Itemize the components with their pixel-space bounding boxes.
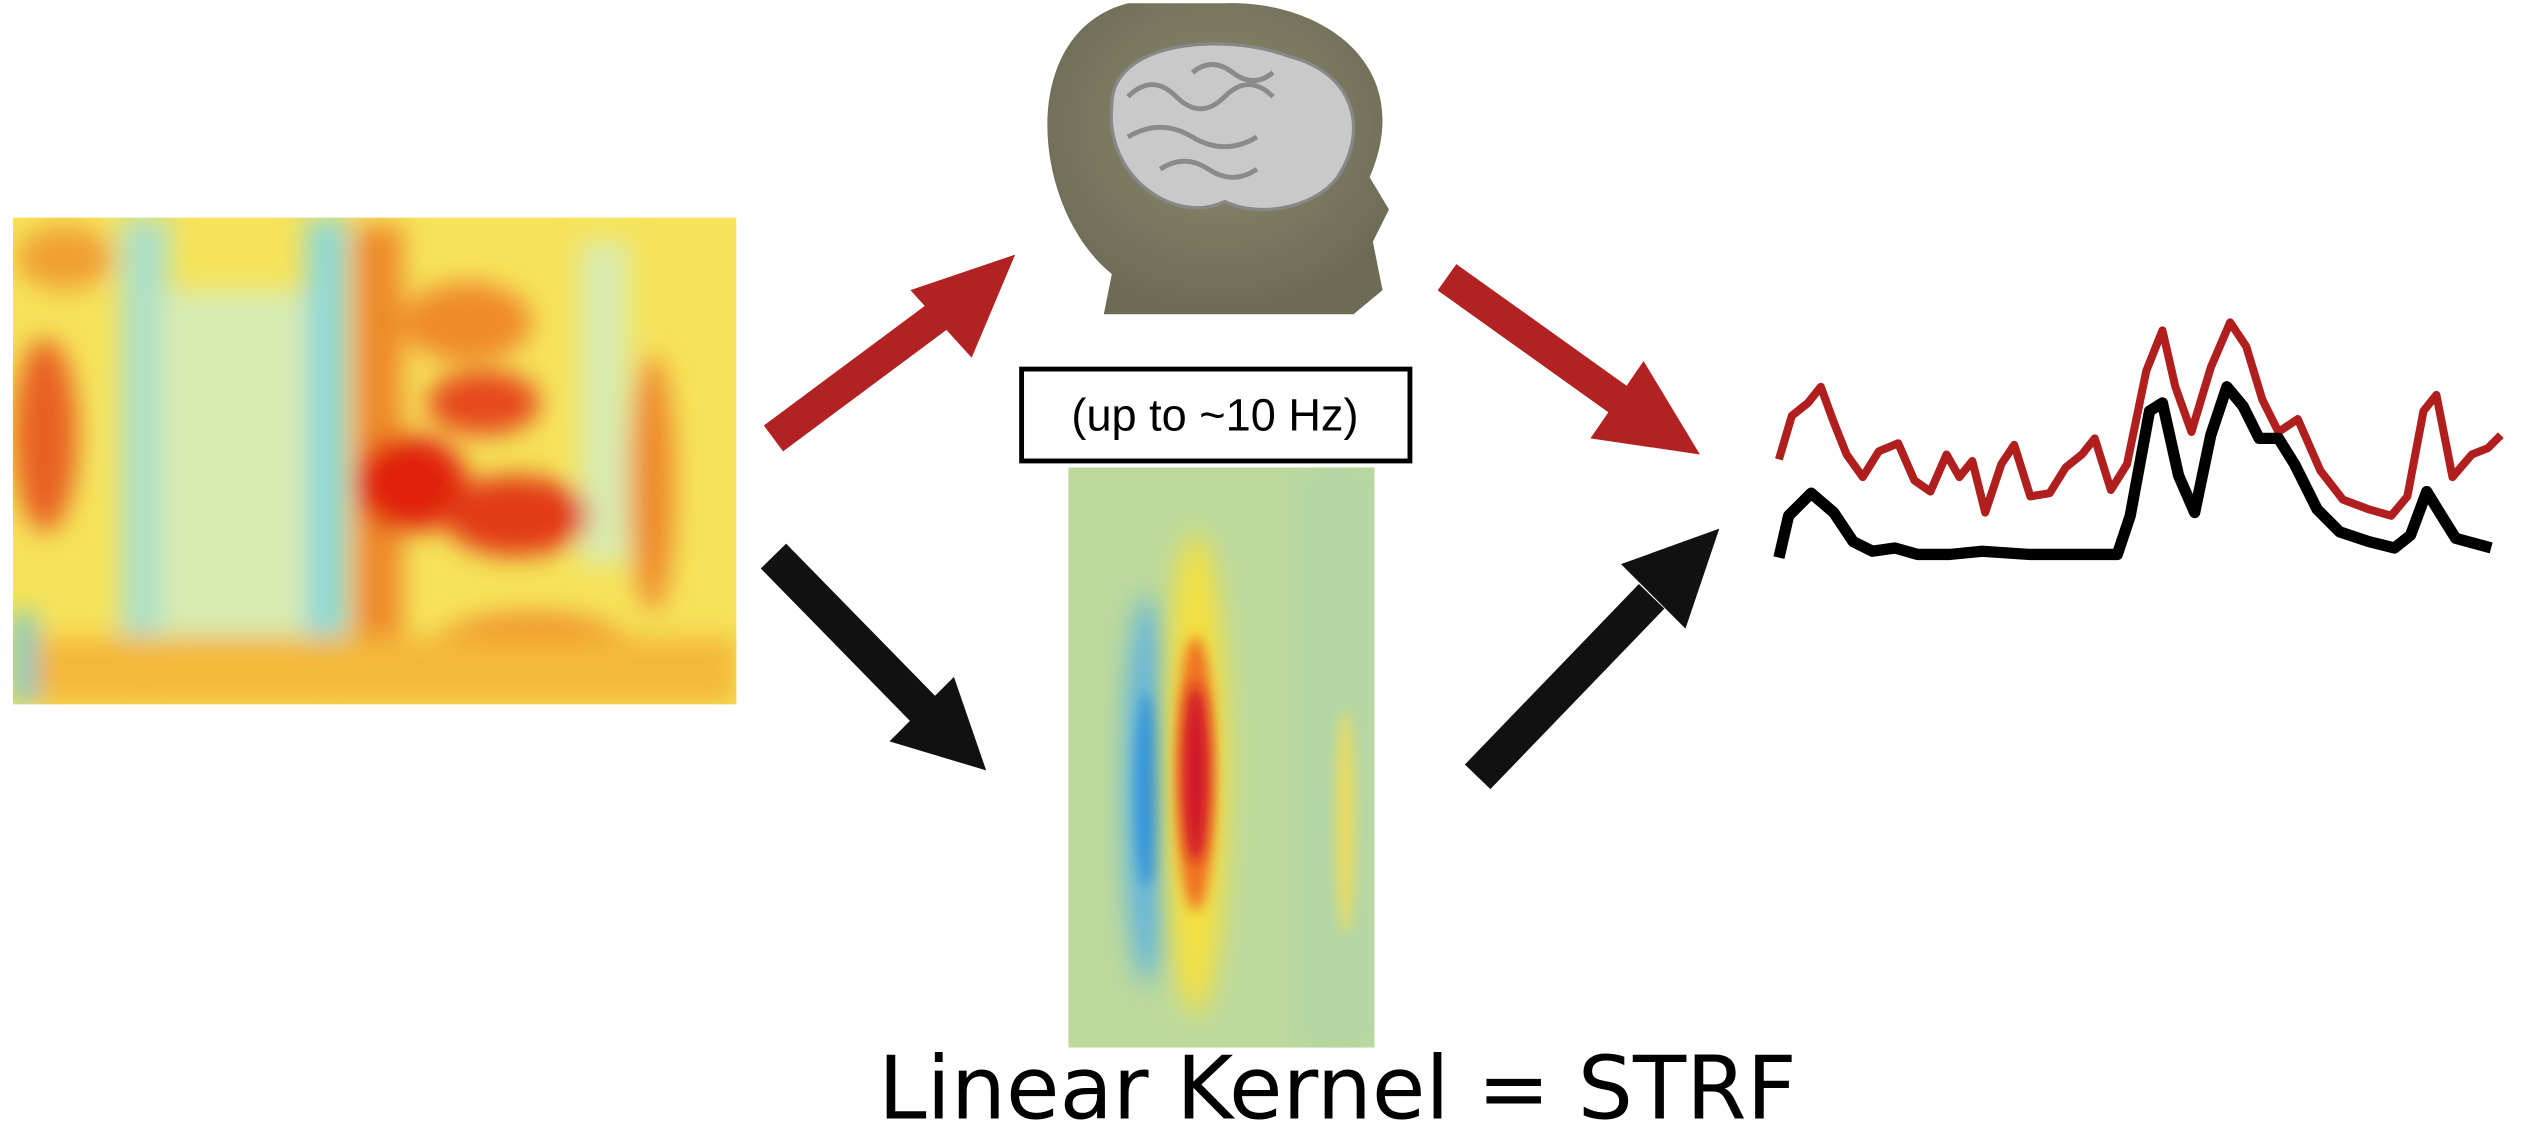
body: {"labels": {"band": "(up to ~10 Hz)", "c… [0,0,2525,1125]
band-label: (up to ~10 Hz) [1071,389,1358,440]
arrow-black-1 [773,556,923,709]
kernel-side [1336,709,1355,935]
arrow-red-2 [1447,277,1627,406]
spectrogram [13,218,737,705]
kernel-negative-core [1136,693,1159,886]
head-illustration [1047,3,1389,314]
strf-kernel [1068,467,1374,1047]
arrow-red-1 [773,313,942,439]
kernel-band [1297,467,1374,1047]
diagram: (up to ~10 Hz) Linear Kernel = STRF [0,0,2525,1125]
kernel-positive-core [1183,685,1209,862]
caption: Linear Kernel = STRF [878,1038,1796,1125]
arrow-black-2 [1478,596,1652,777]
page: html,body{margin:0;padding:0;background:… [0,0,2525,1125]
